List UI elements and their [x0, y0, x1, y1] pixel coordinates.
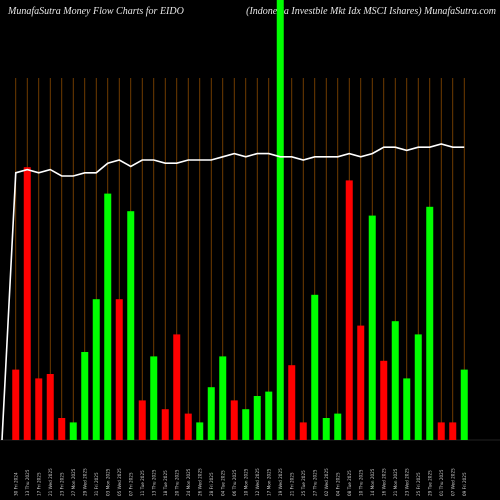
money-flow-bar	[299, 422, 307, 440]
money-flow-bar	[104, 193, 112, 440]
money-flow-bar	[322, 418, 330, 440]
x-tick-label: 13 Thu 2025	[25, 469, 30, 496]
money-flow-bar	[81, 352, 89, 440]
x-tick-label: 07 Wed 2025	[450, 468, 455, 496]
money-flow-bar	[391, 321, 399, 440]
x-tick-label: 19 Wed 2025	[278, 468, 283, 496]
x-tick-label: 08 Tue 2025	[347, 470, 352, 496]
money-flow-bar	[46, 374, 54, 440]
x-tick-label: 12 Wed 2025	[255, 468, 260, 496]
x-tick-label: 29 Wed 2025	[82, 468, 87, 496]
money-flow-bar	[173, 334, 181, 440]
x-tick-label: 27 Mon 2025	[71, 468, 76, 496]
money-flow-bar	[12, 369, 20, 440]
money-flow-bar	[207, 387, 215, 440]
x-tick-label: 05 Wed 2025	[117, 468, 122, 496]
x-tick-label: 13 Thu 2025	[151, 469, 156, 496]
x-tick-label: 03 Mon 2025	[105, 468, 110, 496]
x-tick-label: 20 Thu 2025	[174, 469, 179, 496]
money-flow-bar	[253, 396, 261, 440]
money-flow-bar	[127, 211, 135, 440]
money-flow-bar	[460, 369, 468, 440]
money-flow-bar	[138, 400, 146, 440]
x-tick-label: 07 Fri 2025	[128, 472, 133, 496]
money-flow-bar	[58, 418, 66, 440]
money-flow-bar	[449, 422, 457, 440]
x-tick-label: 25 Fri 2025	[416, 472, 421, 496]
money-flow-bar	[414, 334, 422, 440]
x-tick-label: 17 Fri 2025	[36, 472, 41, 496]
money-flow-bar	[69, 422, 77, 440]
price-line	[1, 143, 465, 441]
money-flow-bar	[357, 325, 365, 440]
money-flow-bar	[276, 0, 284, 440]
money-flow-bar	[345, 180, 353, 440]
x-tick-label: 30 Fri 2024	[13, 472, 18, 496]
x-tick-label: 31 Fri 2025	[94, 472, 99, 496]
x-tick-label: 27 Thu 2025	[312, 469, 317, 496]
chart-subtitle: (Indonesia Investble Mkt Idx MSCI Ishare…	[246, 6, 496, 17]
x-tick-label: 25 Tue 2025	[301, 470, 306, 496]
money-flow-bar	[219, 356, 227, 440]
x-tick-label: 21 Fri 2025	[289, 472, 294, 496]
money-flow-bar	[115, 299, 123, 440]
money-flow-bar	[334, 413, 342, 440]
x-tick-label: 23 Fri 2025	[59, 472, 64, 496]
money-flow-bar	[380, 360, 388, 440]
x-tick-label: 10 Mon 2025	[243, 468, 248, 496]
money-flow-bar	[150, 356, 158, 440]
money-flow-bar	[35, 378, 43, 440]
x-tick-label: 04 Fri 2025	[335, 472, 340, 496]
money-flow-bar	[437, 422, 445, 440]
x-tick-label: 17 Mon 2025	[266, 468, 271, 496]
money-flow-bar	[403, 378, 411, 440]
money-flow-bar	[230, 400, 238, 440]
x-tick-label: 21 Mon 2025	[393, 468, 398, 496]
money-flow-bar	[242, 409, 250, 440]
x-tick-label: 16 Wed 2025	[381, 468, 386, 496]
money-flow-bar	[311, 294, 319, 440]
x-tick-label: 24 Mon 2025	[186, 468, 191, 496]
money-flow-bar	[196, 422, 204, 440]
x-tick-label: 09 Fri 2025	[462, 472, 467, 496]
x-tick-label: 26 Wed 2025	[197, 468, 202, 496]
x-tick-label: 23 Wed 2025	[404, 468, 409, 496]
x-tick-label: 21 Wed 2025	[48, 468, 53, 496]
money-flow-bar	[265, 391, 273, 440]
money-flow-bar	[23, 167, 31, 440]
x-tick-label: 02 Wed 2025	[324, 468, 329, 496]
money-flow-bar	[161, 409, 169, 440]
money-flow-bar	[92, 299, 100, 440]
x-tick-label: 11 Tue 2025	[140, 470, 145, 496]
money-flow-bar	[368, 215, 376, 440]
x-tick-label: 14 Mon 2025	[370, 468, 375, 496]
x-tick-label: 01 Thu 2025	[439, 469, 444, 496]
x-tick-label: 28 Fri 2025	[209, 472, 214, 496]
x-tick-label: 04 Tue 2025	[220, 470, 225, 496]
money-flow-bar	[288, 365, 296, 440]
x-tick-label: 18 Tue 2025	[163, 470, 168, 496]
money-flow-bar	[426, 206, 434, 440]
x-tick-label: 29 Tue 2025	[427, 470, 432, 496]
chart-title: MunafaSutra Money Flow Charts for EIDO	[8, 6, 184, 17]
money-flow-bar	[184, 413, 192, 440]
x-tick-label: 06 Thu 2025	[232, 469, 237, 496]
x-tick-label: 10 Thu 2025	[358, 469, 363, 496]
